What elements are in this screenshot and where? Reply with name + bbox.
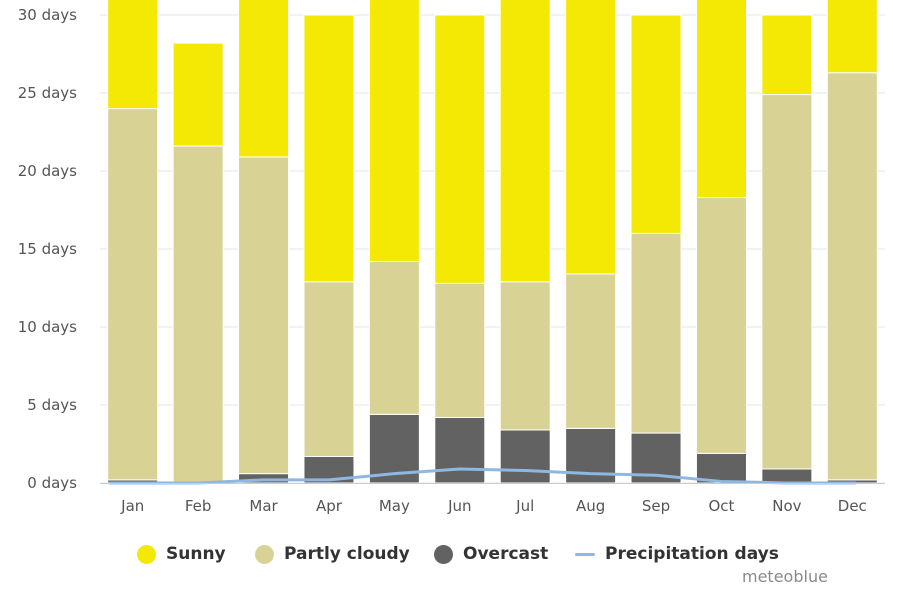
legend: Sunny Partly cloudy Overcast Precipitati… [0, 540, 900, 570]
bar-partly-cloudy [172, 145, 224, 484]
y-tick-label: 25 days [18, 84, 77, 102]
bar-sunny [303, 14, 355, 283]
legend-label-precipitation-days: Precipitation days [605, 544, 779, 564]
bar-sunny [630, 14, 682, 234]
x-tick-label: Oct [708, 497, 734, 515]
bar-sunny [761, 14, 813, 96]
legend-item-overcast[interactable]: Overcast [434, 540, 548, 568]
legend-item-precipitation-days[interactable]: Precipitation days [575, 540, 779, 568]
bar-sunny [565, 0, 617, 275]
legend-marker-overcast [434, 544, 453, 564]
bar-partly-cloudy [630, 232, 682, 434]
x-tick-label: Jul [515, 497, 534, 515]
bar-sunny [695, 0, 747, 199]
x-tick-label: Jan [120, 497, 144, 515]
x-tick-label: Mar [249, 497, 278, 515]
bar-partly-cloudy [761, 94, 813, 470]
bar-partly-cloudy [499, 281, 551, 431]
x-tick-label: May [379, 497, 410, 515]
credit-text: meteoblue [742, 567, 828, 586]
bar-partly-cloudy [238, 156, 290, 475]
x-tick-label: Nov [772, 497, 801, 515]
bar-overcast [499, 429, 551, 484]
y-tick-label: 5 days [27, 396, 77, 414]
chart-area: 0 days 5 days 10 days 15 days 20 days 25 days… [18, 0, 885, 515]
legend-label-sunny: Sunny [166, 544, 226, 564]
x-tick-label: Apr [316, 497, 343, 515]
x-tick-label: Feb [185, 497, 212, 515]
y-tick-label: 30 days [18, 6, 77, 24]
bar-sunny [499, 0, 551, 283]
bar-partly-cloudy [107, 108, 159, 481]
bars [107, 0, 878, 484]
bar-partly-cloudy [303, 281, 355, 457]
bar-partly-cloudy [434, 282, 486, 418]
y-tick-label: 15 days [18, 240, 77, 258]
bar-sunny [368, 0, 420, 262]
bar-overcast [434, 416, 486, 484]
bar-sunny [238, 0, 290, 158]
bar-overcast [761, 468, 813, 484]
x-tick-label: Dec [838, 497, 867, 515]
precipitation-days-line [108, 467, 857, 485]
y-tick-label: 10 days [18, 318, 77, 336]
bar-partly-cloudy [368, 260, 420, 415]
legend-marker-sunny [137, 544, 156, 564]
bar-overcast [695, 452, 747, 484]
y-tick-label: 20 days [18, 162, 77, 180]
y-tick-label: 0 days [27, 474, 77, 492]
bar-partly-cloudy [826, 72, 878, 481]
legend-label-partly-cloudy: Partly cloudy [284, 544, 410, 564]
legend-marker-precipitation-days [575, 552, 595, 556]
bar-sunny [107, 0, 159, 110]
precipitation-line [108, 467, 857, 485]
bar-sunny [172, 42, 224, 147]
bar-partly-cloudy [695, 197, 747, 454]
x-tick-label: Sep [642, 497, 670, 515]
bar-sunny [826, 0, 878, 74]
bar-sunny [434, 14, 486, 284]
legend-item-sunny[interactable]: Sunny [137, 540, 226, 568]
axes: 0 days 5 days 10 days 15 days 20 days 25 days… [18, 6, 885, 515]
legend-marker-partly-cloudy [255, 544, 274, 564]
legend-item-partly-cloudy[interactable]: Partly cloudy [255, 540, 410, 568]
grid-lines [100, 14, 885, 484]
x-tick-label: Jun [447, 497, 471, 515]
x-tick-label: Aug [576, 497, 605, 515]
legend-label-overcast: Overcast [463, 544, 549, 564]
bar-partly-cloudy [565, 273, 617, 429]
